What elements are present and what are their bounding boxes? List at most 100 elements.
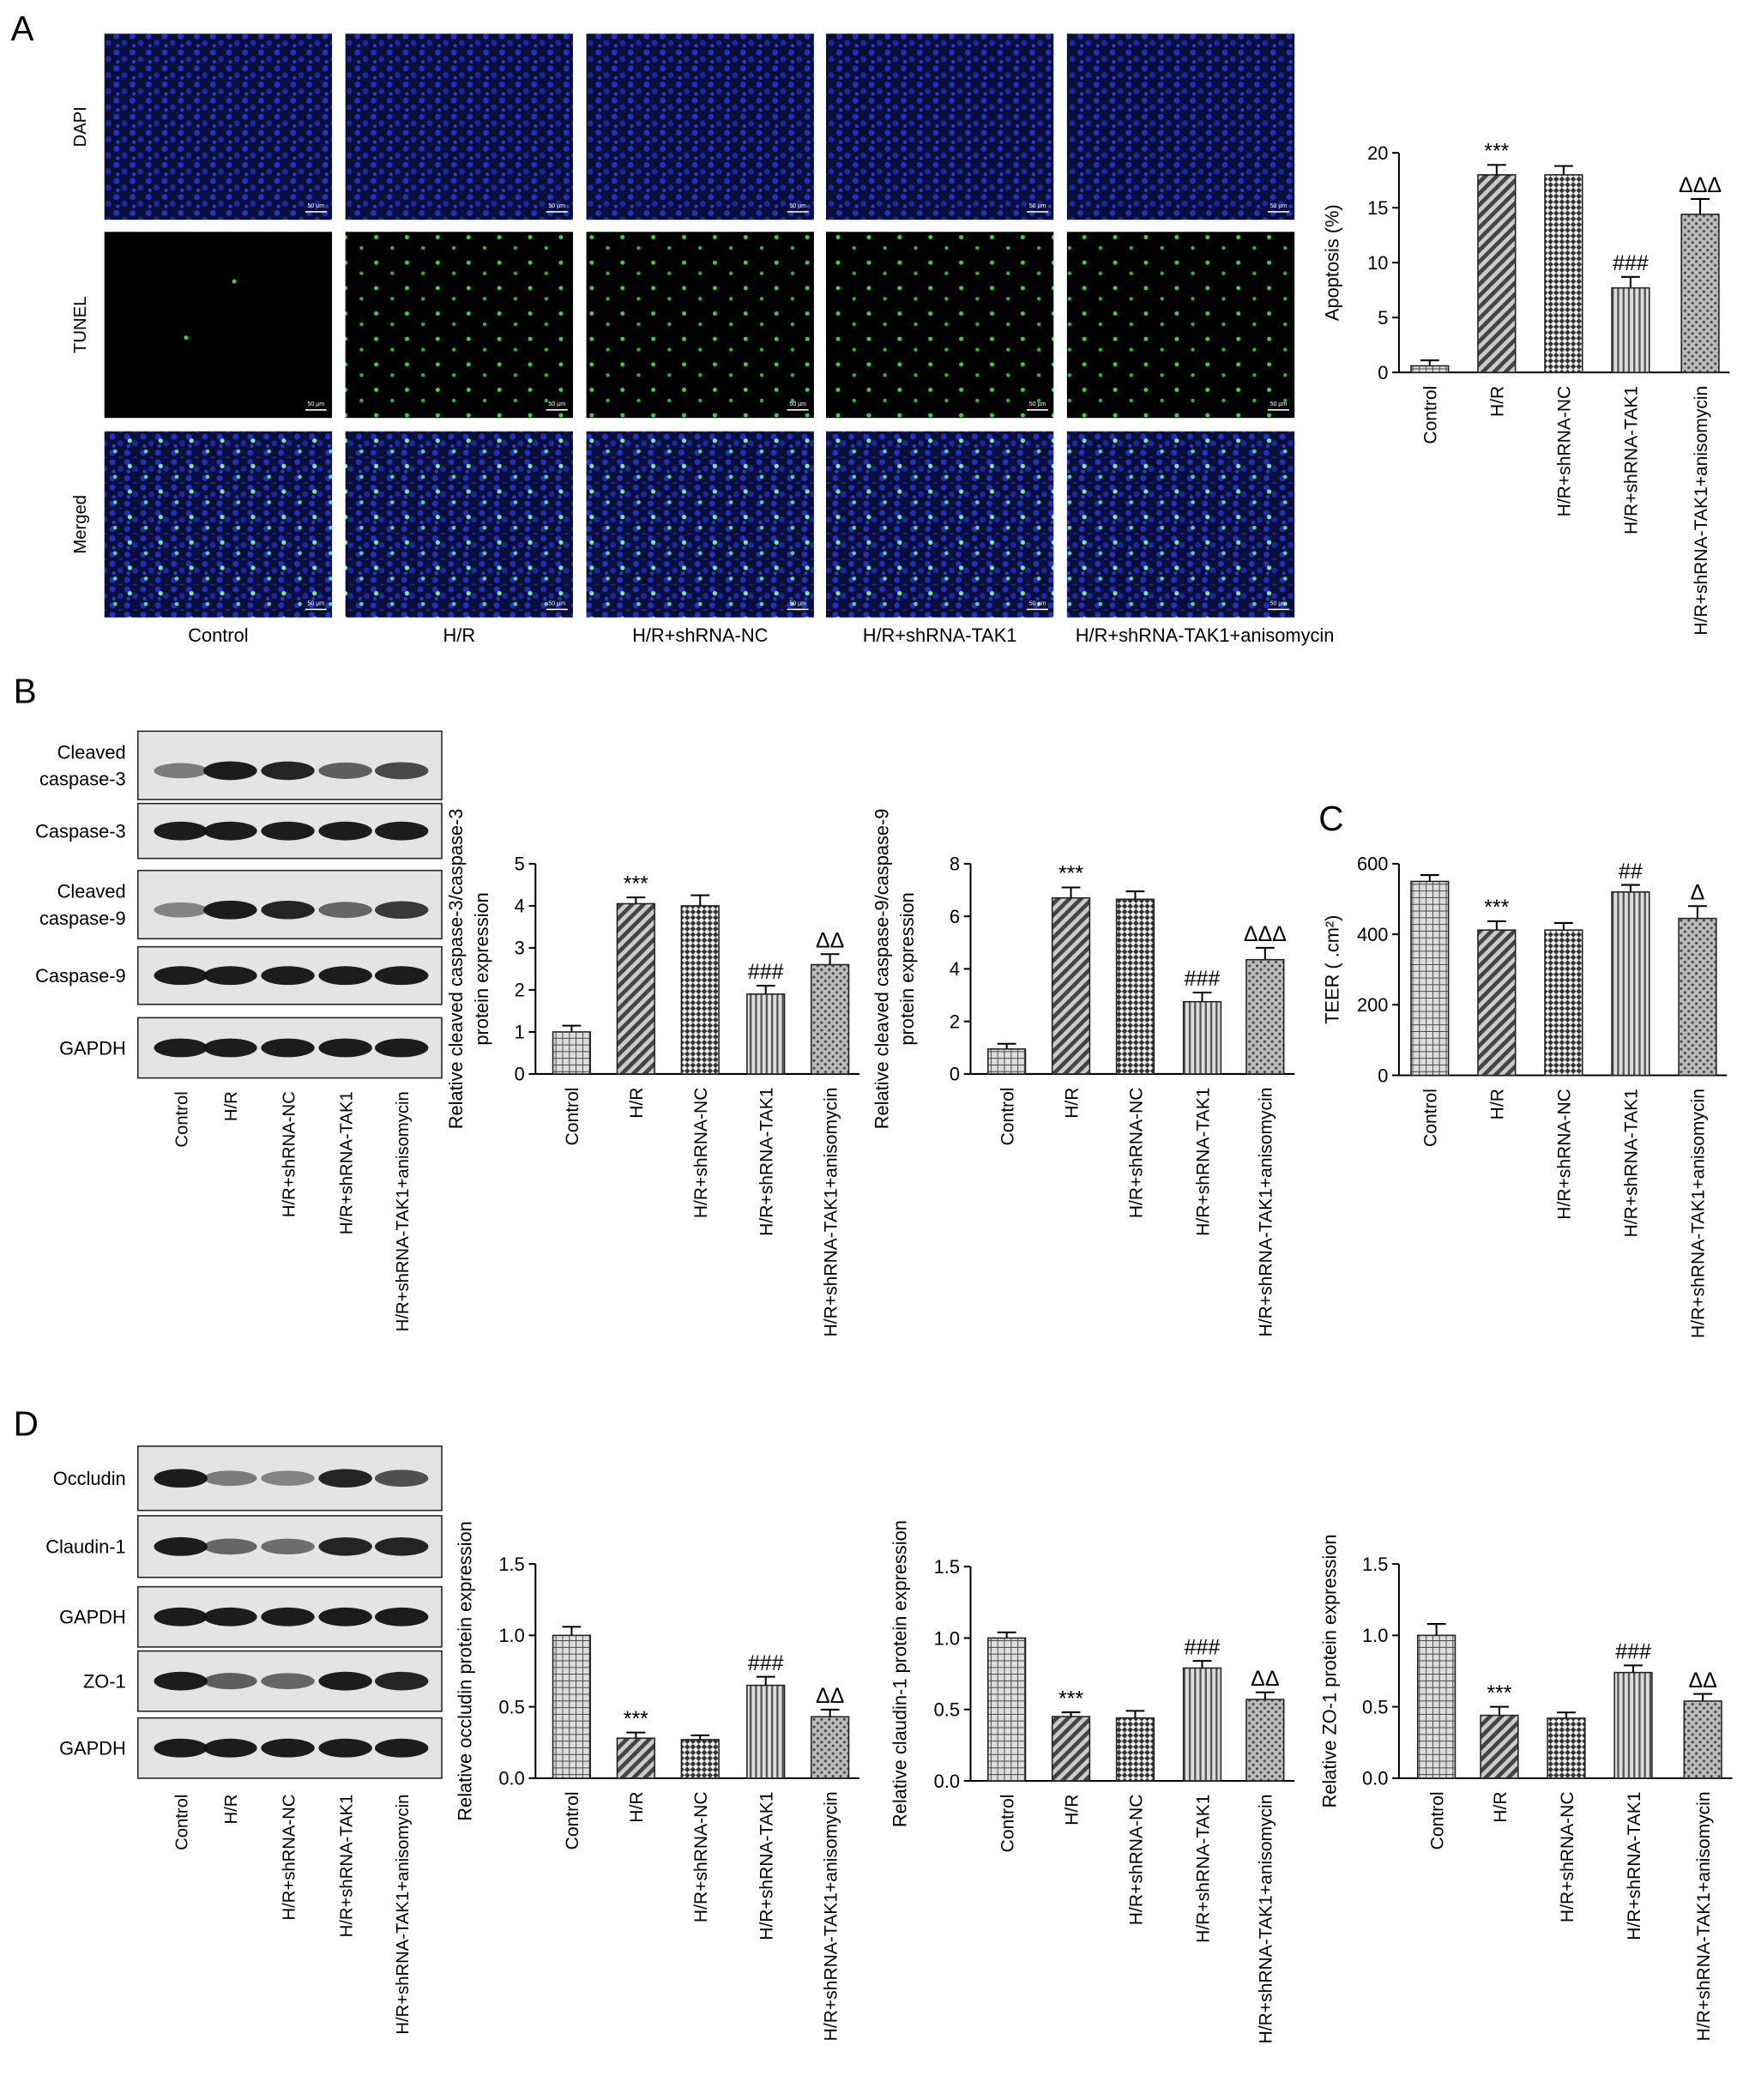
band bbox=[261, 1538, 315, 1555]
band bbox=[203, 1738, 257, 1758]
significance-label: ### bbox=[1615, 1640, 1651, 1664]
error-bar bbox=[1420, 359, 1439, 366]
error-bar bbox=[756, 985, 775, 994]
y-tick-label: 8 bbox=[950, 854, 960, 875]
band bbox=[374, 762, 429, 780]
micrograph bbox=[104, 232, 333, 419]
band bbox=[154, 1671, 208, 1691]
band bbox=[318, 1038, 372, 1058]
significance-label: Δ bbox=[1691, 880, 1705, 904]
band bbox=[374, 821, 429, 841]
bar bbox=[616, 902, 655, 1075]
bar bbox=[1182, 1000, 1222, 1075]
x-tick-label: H/R+shRNA-TAK1+anisomycin bbox=[821, 1088, 841, 1337]
band bbox=[154, 821, 208, 841]
y-tick-label: 0.5 bbox=[498, 1696, 524, 1717]
x-tick-label: Control bbox=[1421, 386, 1441, 444]
error-bar bbox=[691, 894, 710, 906]
band bbox=[318, 1671, 372, 1691]
error-bar bbox=[626, 1731, 646, 1739]
row-label: DAPI bbox=[71, 106, 90, 147]
lane-label: H/R bbox=[222, 1091, 241, 1121]
micrograph bbox=[345, 232, 573, 419]
lane-label: Control bbox=[172, 1091, 191, 1147]
x-tick-label: H/R+shRNA-TAK1 bbox=[1622, 386, 1642, 534]
blot-label: Cleaved bbox=[57, 741, 126, 763]
x-tick-label: Control bbox=[563, 1791, 582, 1850]
column-label: H/R+shRNA-TAK1 bbox=[863, 625, 1017, 646]
error-bar bbox=[1192, 991, 1212, 1002]
y-tick-label: 1.0 bbox=[498, 1625, 524, 1646]
significance-label: ## bbox=[1619, 860, 1643, 884]
x-tick-label: H/R+shRNA-TAK1 bbox=[757, 1088, 777, 1236]
significance-label: *** bbox=[1484, 896, 1509, 920]
y-tick-label: 2 bbox=[515, 980, 525, 1001]
bar bbox=[1547, 1717, 1586, 1779]
error-bar bbox=[1691, 197, 1710, 214]
error-bar bbox=[1624, 1664, 1643, 1673]
x-tick-label: H/R+shRNA-NC bbox=[1555, 1089, 1575, 1220]
error-bar bbox=[1255, 1691, 1275, 1700]
y-tick-label: 600 bbox=[1357, 854, 1388, 875]
micrograph bbox=[586, 232, 814, 419]
bar bbox=[1115, 898, 1155, 1075]
x-tick-label: H/R+shRNA-TAK1+anisomycin bbox=[1694, 1791, 1714, 2041]
bar bbox=[1410, 365, 1450, 373]
lane-label: H/R+shRNA-TAK1+anisomycin bbox=[394, 1795, 413, 2035]
row-label: TUNEL bbox=[71, 297, 90, 353]
bar bbox=[1416, 1634, 1457, 1779]
bar bbox=[1480, 1714, 1519, 1779]
scale-bar-label: 50 µm bbox=[1029, 203, 1046, 209]
x-tick-label: H/R+shRNA-NC bbox=[691, 1791, 711, 1922]
y-tick-label: 1.5 bbox=[934, 1556, 960, 1578]
y-tick-label: 15 bbox=[1367, 197, 1388, 219]
band bbox=[203, 1673, 257, 1690]
error-bar bbox=[1125, 1710, 1145, 1718]
error-bar bbox=[562, 1024, 582, 1032]
x-tick-label: H/R+shRNA-TAK1+anisomycin bbox=[1257, 1795, 1276, 2044]
band bbox=[318, 1738, 372, 1758]
band bbox=[154, 902, 208, 918]
error-bar bbox=[1688, 905, 1707, 919]
bar bbox=[1678, 917, 1717, 1077]
band bbox=[318, 821, 372, 841]
x-tick-label: H/R+shRNA-TAK1 bbox=[1622, 1089, 1642, 1237]
column-label: H/R+shRNA-TAK1+anisomycin bbox=[1076, 625, 1335, 646]
y-tick-label: 0.0 bbox=[934, 1771, 960, 1792]
significance-label: *** bbox=[1058, 862, 1083, 886]
bar bbox=[986, 1637, 1027, 1782]
micrograph bbox=[345, 431, 573, 618]
y-tick-label: 1.0 bbox=[934, 1627, 960, 1649]
error-bar bbox=[562, 1626, 582, 1636]
lane-label: H/R+shRNA-TAK1 bbox=[337, 1795, 356, 1938]
band bbox=[261, 761, 315, 781]
error-bar bbox=[1693, 1693, 1713, 1701]
significance-label: *** bbox=[1058, 1687, 1083, 1711]
y-tick-label: 0 bbox=[1378, 362, 1388, 383]
lane-label: H/R+shRNA-TAK1 bbox=[337, 1091, 356, 1234]
x-tick-label: H/R+shRNA-NC bbox=[1555, 386, 1575, 517]
x-tick-label: H/R bbox=[1491, 1791, 1511, 1822]
error-bar bbox=[1061, 1711, 1081, 1717]
panel-label: D bbox=[14, 1403, 39, 1443]
bar bbox=[1115, 1717, 1155, 1782]
y-axis-label: TEER ( .cm²) bbox=[1322, 915, 1343, 1024]
bar bbox=[1680, 214, 1720, 373]
band bbox=[374, 1469, 429, 1488]
x-tick-label: H/R+shRNA-TAK1+anisomycin bbox=[1689, 1089, 1709, 1338]
band bbox=[203, 1470, 257, 1487]
bar bbox=[552, 1634, 592, 1779]
lane-label: H/R+shRNA-NC bbox=[280, 1091, 299, 1217]
blot-label: Caspase-3 bbox=[35, 820, 126, 842]
band bbox=[318, 902, 372, 919]
y-tick-label: 2 bbox=[950, 1011, 960, 1032]
y-axis-label: Relative ZO-1 protein expression bbox=[1319, 1534, 1341, 1807]
y-tick-label: 4 bbox=[515, 896, 525, 917]
band bbox=[318, 1537, 372, 1556]
x-tick-label: H/R+shRNA-TAK1 bbox=[1193, 1795, 1213, 1943]
micrograph bbox=[825, 431, 1054, 618]
cell-dot bbox=[232, 279, 237, 284]
y-tick-label: 0.0 bbox=[1362, 1768, 1388, 1789]
y-tick-label: 1 bbox=[515, 1022, 525, 1043]
